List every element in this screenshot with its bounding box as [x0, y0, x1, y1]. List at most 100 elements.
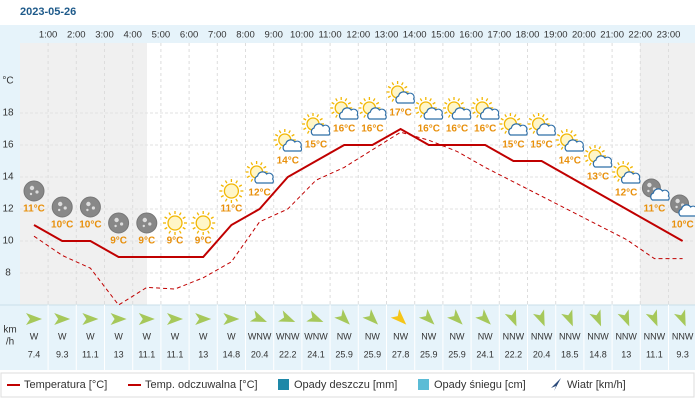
sun-ray	[585, 149, 589, 153]
wind-speed: 11.1	[167, 349, 184, 359]
wind-speed: 13	[198, 349, 208, 359]
date-title: 2023-05-26	[20, 6, 76, 18]
wind-arrow-shape	[645, 309, 658, 327]
sun-ray	[560, 130, 564, 134]
wind-arrow-shape	[54, 313, 71, 325]
sun-ray	[419, 98, 423, 102]
hour-label: 9:00	[264, 30, 283, 41]
sun-ray	[472, 111, 476, 115]
hour-label: 8:00	[236, 30, 255, 41]
wind-speed: 22.2	[505, 349, 523, 359]
wind-arrow-shape	[195, 313, 212, 325]
wind-arrow	[673, 309, 686, 327]
sun-ray	[457, 98, 461, 102]
y-unit: °C	[2, 76, 13, 87]
moon	[79, 196, 101, 218]
temp-label: 12°C	[615, 188, 637, 199]
feels-like-line	[33, 131, 683, 306]
sun-ray	[250, 162, 254, 166]
wind-arrow	[334, 309, 350, 325]
sun-ray	[629, 165, 634, 169]
wind-dir: NNW	[559, 331, 581, 341]
cloud	[536, 123, 556, 136]
wind-dir: W	[171, 331, 180, 341]
hour-label: 10:00	[290, 30, 314, 41]
wind-arrow-shape	[362, 309, 379, 325]
sun-ray	[319, 117, 323, 121]
y-tick-label: 14	[2, 172, 14, 183]
moon-crater	[647, 182, 652, 188]
y-tick-label: 16	[2, 140, 14, 151]
wind-speed: 13	[621, 349, 631, 359]
sun-ray	[347, 101, 352, 105]
sun-ray	[545, 117, 549, 121]
wind-dir: W	[58, 331, 67, 341]
sun-ray	[613, 165, 617, 169]
legend-box	[0, 372, 695, 398]
cloud	[282, 139, 303, 152]
moon-crater	[86, 208, 89, 212]
temp-label: 11°C	[644, 204, 666, 215]
sun-ray	[391, 82, 395, 86]
legend-swatch	[418, 379, 429, 390]
wind-speed: 14.8	[589, 349, 607, 359]
sun-ray	[182, 226, 186, 230]
temp-label: 17°C	[389, 108, 411, 119]
wind-speed: 18.5	[561, 349, 579, 359]
sun-ray	[415, 101, 420, 105]
sun-ray	[485, 98, 489, 102]
cloud	[423, 107, 444, 120]
hour-label: 13:00	[375, 30, 399, 41]
legend-label: Wiatr [km/h]	[567, 379, 626, 391]
wind-speed: 24.1	[307, 349, 325, 359]
hour-label: 23:00	[657, 30, 681, 41]
sun-ray	[238, 184, 243, 188]
sun-ray	[500, 117, 504, 121]
hour-label: 12:00	[346, 30, 370, 41]
wind-arrow	[278, 310, 296, 323]
wind-speed: 11.1	[138, 349, 155, 359]
temp-label: 15°C	[305, 140, 327, 151]
y-tick-label: 12	[2, 204, 14, 215]
hour-label: 15:00	[431, 30, 455, 41]
sun-ray	[238, 194, 243, 198]
cloud	[395, 91, 415, 104]
sun-ray	[560, 146, 564, 150]
temp-label: 11°C	[221, 204, 243, 215]
sun-ray	[224, 198, 228, 202]
wind-dir: W	[199, 331, 208, 341]
hour-label: 22:00	[628, 30, 652, 41]
moon-crater	[675, 198, 680, 204]
cloud	[338, 107, 359, 120]
sun-ray	[274, 133, 279, 137]
sun-ray	[196, 212, 200, 216]
wind-speed: 11.1	[82, 349, 99, 359]
moon-crater	[114, 224, 117, 228]
wind-speed: 25.9	[364, 349, 382, 359]
moon	[23, 180, 45, 202]
cloud	[650, 188, 670, 201]
sun-ray	[528, 127, 532, 131]
sun-ray	[376, 101, 380, 105]
sun-ray	[617, 178, 620, 182]
y-tick-label: 10	[2, 236, 14, 247]
temp-label: 13°C	[587, 172, 609, 183]
cloud	[310, 123, 331, 136]
wind-arrow	[82, 313, 99, 325]
cloud	[451, 107, 472, 120]
moon-crater	[91, 206, 95, 210]
temp-label: 16°C	[418, 124, 440, 135]
sun-ray	[476, 98, 479, 102]
sun-ray	[363, 114, 366, 118]
moon	[108, 212, 130, 234]
wind-dir: NNW	[503, 331, 525, 341]
cloud	[479, 107, 500, 120]
moon-crater	[35, 190, 39, 194]
sun-ray	[460, 101, 464, 105]
wind-speed: 27.8	[392, 349, 410, 359]
sun-ray	[192, 216, 196, 220]
sun-ray	[429, 98, 432, 102]
temp-label: 16°C	[446, 124, 468, 135]
wind-arrow	[589, 309, 602, 327]
hour-header	[20, 25, 695, 43]
